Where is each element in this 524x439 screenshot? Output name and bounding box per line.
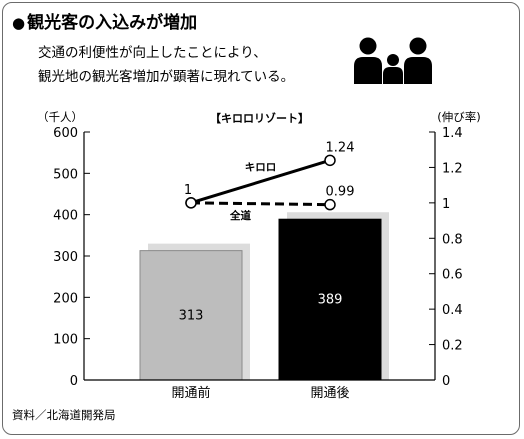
- series-1-value-label-1: 1: [184, 183, 192, 198]
- bar-value-label-1: 313: [179, 308, 204, 323]
- family-icon-head-right: [409, 37, 427, 55]
- family-icon-body-left: [354, 57, 382, 84]
- right-tick-label-2: 0.4: [442, 303, 463, 318]
- left-tick-label-4: 400: [53, 209, 78, 224]
- right-tick-label-7: 1.4: [442, 126, 463, 141]
- left-tick-label-1: 100: [53, 333, 78, 348]
- right-tick-label-3: 0.6: [442, 268, 463, 283]
- family-icon: [354, 37, 432, 84]
- page-title: ● 観光客の入込みが増加: [12, 8, 197, 33]
- bar-1: [139, 250, 243, 381]
- series-line-2: [190, 201, 331, 207]
- family-icon-body-center: [383, 67, 403, 84]
- category-label-2: 開通後: [310, 386, 349, 401]
- series-1-point-2: [324, 154, 336, 167]
- right-tick-label-0: 0: [442, 374, 450, 389]
- title-bullet: ●: [12, 14, 26, 32]
- left-tick-label-6: 600: [53, 126, 78, 141]
- chart-title: 【キロロリゾート】: [210, 111, 309, 125]
- series-2-value-label-2: 0.99: [326, 185, 355, 200]
- left-tick-label-2: 200: [53, 291, 78, 306]
- series-line-1: [190, 158, 331, 205]
- series-name-2: 全道: [229, 209, 251, 222]
- bar-value-label-2: 389: [318, 293, 343, 308]
- subtitle-line-2: 観光地の観光客増加が顕著に現れている。: [38, 69, 295, 85]
- series-name-1: キロロ: [245, 162, 277, 174]
- series-2-point-2: [324, 198, 336, 211]
- left-axis-label: （千人）: [37, 110, 83, 124]
- right-tick-label-6: 1.2: [442, 161, 463, 176]
- right-tick-label-5: 1: [442, 197, 450, 212]
- left-tick-label-0: 0: [70, 374, 78, 389]
- subtitle-line-1: 交通の利便性が向上したことにより、: [38, 45, 267, 61]
- right-tick-label-4: 0.8: [442, 232, 463, 247]
- family-icon-body-right: [404, 57, 432, 84]
- category-label-1: 開通前: [171, 385, 210, 401]
- family-icon-head-left: [359, 37, 377, 55]
- family-icon-head-center: [387, 54, 399, 66]
- title-text: 観光客の入込みが増加: [27, 13, 198, 33]
- bar-2: [278, 218, 382, 381]
- left-tick-label-5: 500: [53, 167, 78, 182]
- series-2-point-1: [185, 197, 197, 209]
- chart-panel: [2, 2, 520, 435]
- right-axis-label: (伸び率): [437, 110, 480, 124]
- series-1-value-label-2: 1.24: [326, 140, 355, 155]
- left-tick-label-3: 300: [53, 250, 78, 265]
- source-note: 資料／北海道開発局: [12, 408, 116, 422]
- right-tick-label-1: 0.2: [442, 339, 463, 354]
